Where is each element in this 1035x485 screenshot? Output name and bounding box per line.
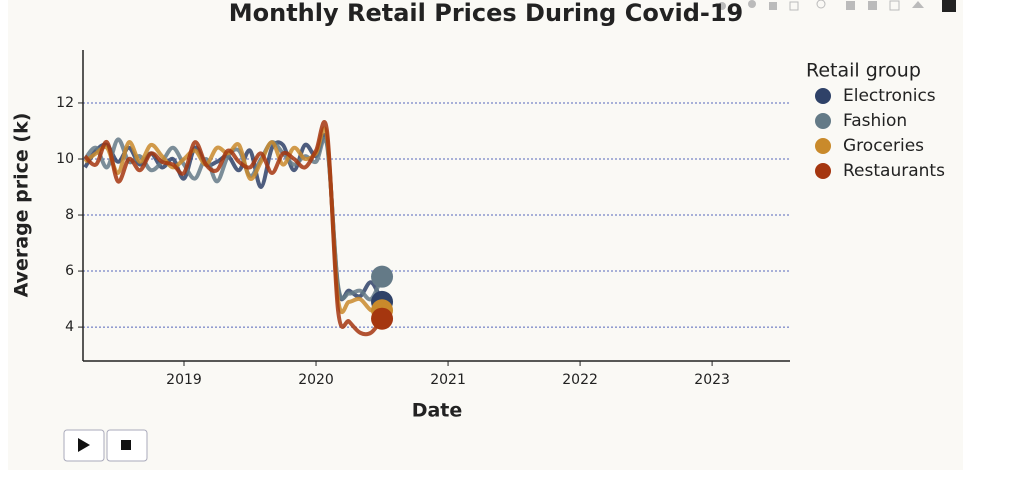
x-tick-label: 2021: [430, 372, 466, 388]
end-marker: [371, 265, 394, 288]
y-tick-label: 12: [56, 95, 74, 111]
legend-label: Restaurants: [843, 161, 945, 181]
y-tick-label: 8: [65, 207, 74, 223]
legend-title: Retail group: [806, 60, 921, 82]
legend-swatch: [815, 113, 831, 129]
play-icon: [78, 438, 90, 452]
y-axis-title: Average price (k): [11, 113, 33, 298]
stop-icon: [121, 440, 131, 450]
modebar[interactable]: [718, 0, 956, 12]
x-axis-title: Date: [412, 400, 463, 422]
legend-swatch: [815, 138, 831, 154]
play-controls[interactable]: [63, 429, 148, 462]
end-marker: [371, 307, 394, 330]
x-tick-label: 2019: [166, 372, 202, 388]
legend-swatch: [815, 163, 831, 179]
background: [8, 0, 963, 470]
chart-title: Monthly Retail Prices During Covid-19: [229, 0, 743, 27]
series-line: [83, 120, 384, 337]
y-tick-label: 4: [65, 319, 74, 335]
legend-label: Groceries: [843, 136, 924, 156]
legend-label: Fashion: [843, 111, 907, 131]
legend-label: Electronics: [843, 86, 936, 106]
y-tick-label: 10: [56, 151, 74, 167]
x-tick-label: 2022: [562, 372, 598, 388]
x-tick-label: 2020: [298, 372, 334, 388]
x-tick-label: 2023: [694, 372, 730, 388]
y-tick-label: 6: [65, 263, 74, 279]
legend-swatch: [815, 88, 831, 104]
